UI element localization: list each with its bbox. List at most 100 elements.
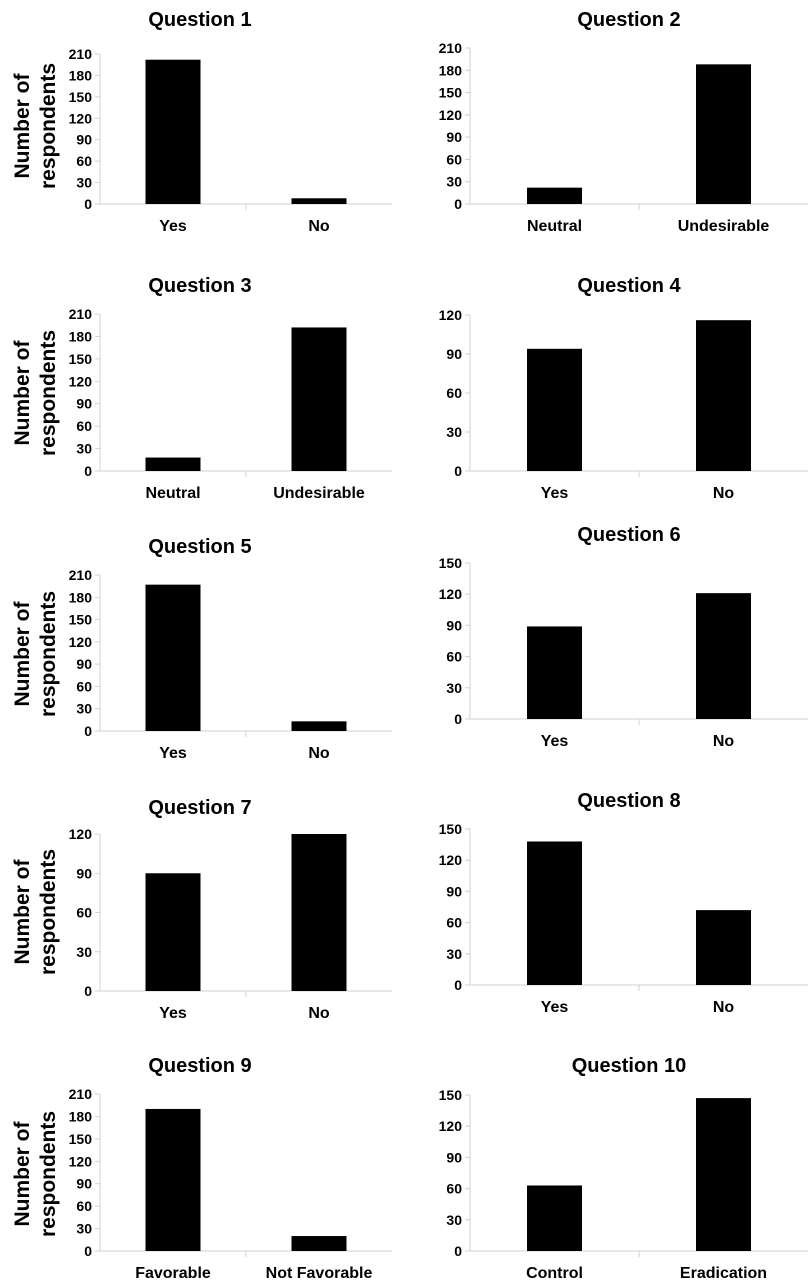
y-tick-label: 90	[76, 1176, 92, 1192]
y-tick-label: 60	[76, 153, 92, 169]
y-tick-label: 180	[69, 328, 93, 344]
chart-question-1: Question 1 0 30 60 90 120 150 180 210 Yes No	[69, 9, 392, 235]
y-tick-label: 0	[454, 1243, 462, 1259]
y-tick-label: 0	[84, 723, 92, 739]
bar-control	[527, 1185, 582, 1251]
bar-favorable	[145, 1108, 201, 1251]
chart-title: Question 8	[577, 790, 680, 812]
bar-yes	[145, 59, 201, 204]
x-category-label: Yes	[541, 733, 569, 750]
bar-no	[291, 198, 347, 204]
x-category-label: Neutral	[527, 218, 582, 235]
x-category-label: Neutral	[145, 485, 200, 502]
y-tick-label: 180	[439, 62, 463, 78]
x-category-label: Yes	[159, 1005, 187, 1022]
bar-no	[696, 320, 751, 471]
chart-question-4: Question 4 0 30 60 90 120 Yes No	[439, 275, 808, 502]
y-tick-label: 210	[69, 567, 93, 583]
y-tick-label: 90	[446, 617, 462, 633]
y-tick-label: 120	[439, 586, 463, 602]
chart-title: Question 10	[572, 1055, 686, 1077]
y-tick-label: 30	[76, 701, 92, 717]
chart-question-6: Question 6 0 30 60 90 120 150 Yes No	[439, 524, 808, 750]
y-tick-label: 90	[446, 346, 462, 362]
x-category-label: No	[713, 999, 735, 1016]
y-tick-label: 60	[446, 915, 462, 931]
y-tick-label: 120	[69, 1153, 93, 1169]
y-tick-label: 30	[76, 175, 92, 191]
x-category-label: Yes	[159, 218, 187, 235]
y-axis-title: Number of respondents	[11, 849, 60, 975]
y-tick-label: 60	[446, 649, 462, 665]
y-tick-label: 210	[69, 1086, 93, 1102]
y-tick-label: 120	[439, 852, 463, 868]
x-category-label: Yes	[541, 999, 569, 1016]
y-axis-title-line-1: Number of	[11, 339, 34, 445]
x-category-label: Not Favorable	[266, 1265, 373, 1281]
y-tick-label: 60	[76, 418, 92, 434]
bar-yes	[527, 348, 582, 471]
y-tick-label: 0	[454, 711, 462, 727]
y-tick-label: 30	[446, 680, 462, 696]
y-tick-label: 180	[69, 67, 93, 83]
y-tick-label: 120	[439, 107, 463, 123]
y-axis-title-line-1: Number of	[11, 858, 34, 964]
y-tick-label: 0	[84, 463, 92, 479]
y-tick-label: 120	[439, 1118, 463, 1134]
x-category-label: Yes	[159, 745, 187, 762]
y-tick-label: 30	[446, 1212, 462, 1228]
chart-title: Question 3	[148, 275, 251, 297]
bar-yes	[145, 584, 201, 731]
bar-not-favorable	[291, 1236, 347, 1251]
chart-title: Question 9	[148, 1055, 251, 1077]
y-axis-title-line-2: respondents	[37, 1111, 60, 1237]
chart-question-10: Question 10 0 30 60 90 120 150 Control Eradicati…	[439, 1055, 808, 1281]
chart-question-5: Question 5 0 30 60 90 120 150 180 210 Yes No	[69, 536, 392, 762]
y-tick-label: 120	[439, 307, 463, 323]
x-category-label: Eradication	[680, 1265, 767, 1281]
bar-undesirable	[291, 327, 347, 471]
y-tick-label: 30	[76, 944, 92, 960]
x-category-label: No	[308, 1005, 330, 1022]
y-tick-label: 0	[454, 463, 462, 479]
y-tick-label: 0	[84, 196, 92, 212]
y-tick-label: 60	[446, 385, 462, 401]
y-tick-label: 120	[69, 634, 93, 650]
bar-neutral	[527, 187, 582, 204]
chart-title: Question 2	[577, 9, 680, 31]
chart-title: Question 4	[577, 275, 681, 297]
x-category-label: Undesirable	[678, 218, 770, 235]
bar-no	[696, 593, 751, 719]
y-tick-label: 30	[446, 424, 462, 440]
y-tick-label: 30	[76, 1221, 92, 1237]
y-tick-label: 120	[69, 826, 93, 842]
y-axis-title-line-2: respondents	[37, 849, 60, 975]
x-category-label: Yes	[541, 485, 569, 502]
y-axis-title-line-2: respondents	[37, 63, 60, 189]
y-tick-label: 0	[84, 983, 92, 999]
y-tick-label: 210	[69, 306, 93, 322]
y-tick-label: 90	[76, 396, 92, 412]
chart-question-3: Question 3 0 30 60 90 120 150 180 210 Neutral Unde…	[69, 275, 392, 502]
x-category-label: No	[308, 745, 330, 762]
y-tick-label: 0	[84, 1243, 92, 1259]
x-category-label: No	[713, 485, 735, 502]
y-tick-label: 150	[69, 89, 93, 105]
bar-neutral	[145, 457, 201, 471]
y-tick-label: 90	[76, 865, 92, 881]
y-axis-title-line-1: Number of	[11, 600, 34, 706]
y-tick-label: 150	[69, 351, 93, 367]
y-tick-label: 180	[69, 589, 93, 605]
y-axis-title: Number of respondents	[11, 330, 60, 456]
y-tick-label: 90	[76, 132, 92, 148]
bar-eradication	[696, 1098, 751, 1251]
chart-question-7: Question 7 0 30 60 90 120 Yes No	[69, 797, 392, 1022]
y-axis-title: Number of respondents	[11, 63, 60, 189]
y-axis-title-line-1: Number of	[11, 1120, 34, 1226]
y-tick-label: 150	[69, 612, 93, 628]
bar-yes	[527, 626, 582, 719]
chart-title: Question 6	[577, 524, 680, 546]
y-axis-title-line-2: respondents	[37, 591, 60, 717]
y-tick-label: 180	[69, 1108, 93, 1124]
